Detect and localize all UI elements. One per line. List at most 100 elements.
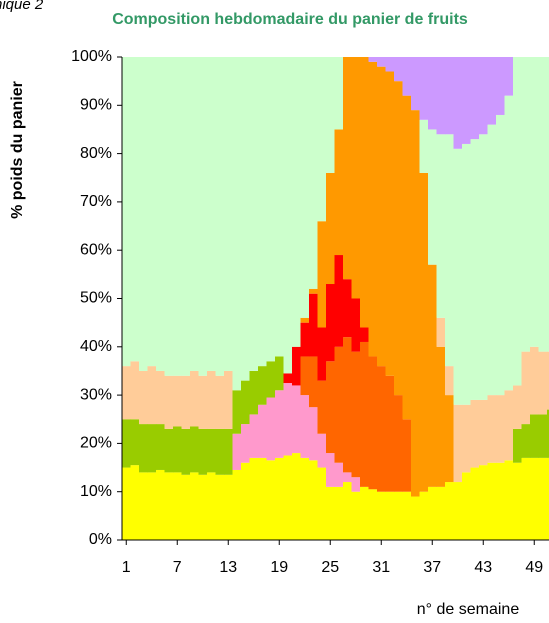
bar-segment xyxy=(334,346,344,463)
x-tick-label: 1 xyxy=(122,559,131,576)
bar-segment xyxy=(470,57,480,140)
bar-segment xyxy=(198,57,208,376)
bar-segment xyxy=(173,426,182,473)
y-tick-label: 30% xyxy=(80,386,112,403)
bar-segment xyxy=(470,399,480,468)
bar-segment xyxy=(368,489,378,540)
y-tick-label: 40% xyxy=(80,338,112,355)
bar-segment xyxy=(547,409,549,458)
bar-segment xyxy=(377,491,386,540)
bar-segment xyxy=(275,457,284,540)
bar-segment xyxy=(215,474,225,540)
bar-segment xyxy=(419,491,429,540)
bar-segment xyxy=(385,57,395,72)
bar-segment xyxy=(139,472,148,540)
x-tick-label: 7 xyxy=(173,559,182,576)
bar-segment xyxy=(445,366,454,396)
bar-segment xyxy=(181,375,191,429)
bar-segment xyxy=(266,460,276,540)
bar-segment xyxy=(326,172,335,285)
bar-segment xyxy=(487,124,497,396)
bar-segment xyxy=(309,57,318,289)
bar-segment xyxy=(445,395,454,483)
bar-segment xyxy=(130,465,140,540)
bar-segment xyxy=(462,143,471,405)
bar-segment xyxy=(462,57,471,144)
bar-segment xyxy=(377,66,386,367)
bar-segment xyxy=(351,477,361,492)
bar-segment xyxy=(190,370,199,427)
axes: 0% 10% 20% 30% 40% 50% 60% 70% 80% 90% 100% 1 7 13 19 2… xyxy=(71,48,549,576)
bar-segment xyxy=(538,414,548,458)
bar-segment xyxy=(334,486,344,540)
bar-segment xyxy=(479,465,488,540)
bar-segment xyxy=(326,57,335,173)
x-tick-label: 25 xyxy=(321,559,339,576)
bar-segment xyxy=(428,57,437,130)
bar-segment xyxy=(147,472,157,540)
bar-segment xyxy=(326,453,335,487)
plot-area xyxy=(122,57,549,540)
bar-segment xyxy=(309,288,318,294)
bar-segment xyxy=(224,370,233,429)
x-tick-label: 37 xyxy=(423,559,441,576)
bar-segment xyxy=(232,433,242,470)
bar-segment xyxy=(411,496,420,540)
bar-segment xyxy=(283,373,293,384)
y-tick-label: 80% xyxy=(80,145,112,162)
bar-segment xyxy=(334,129,344,256)
bar-segment xyxy=(479,134,488,400)
bar-segment xyxy=(496,57,505,115)
x-tick-label: 43 xyxy=(474,559,492,576)
bar-segment xyxy=(300,57,310,318)
y-tick-label: 10% xyxy=(80,483,112,500)
bar-segment xyxy=(326,486,335,540)
bar-segment xyxy=(232,390,242,434)
bar-segment xyxy=(156,424,165,470)
bar-segment xyxy=(266,57,276,362)
bar-segment xyxy=(504,95,514,391)
bar-segment xyxy=(360,341,369,487)
bar-segment xyxy=(249,57,259,371)
bar-segment xyxy=(343,57,352,280)
bar-segment xyxy=(130,57,140,362)
bar-segment xyxy=(317,57,327,222)
bar-segment xyxy=(462,472,471,540)
bar-segment xyxy=(385,375,395,492)
bar-segment xyxy=(504,390,514,461)
bar-segment xyxy=(173,57,182,376)
bar-segment xyxy=(224,474,233,540)
bar-segment xyxy=(139,424,148,473)
bar-segment xyxy=(538,57,548,352)
bar-segment xyxy=(190,57,199,371)
bar-segment xyxy=(317,433,327,468)
bar-segment xyxy=(317,221,327,328)
y-tick-label: 70% xyxy=(80,193,112,210)
bar-segment xyxy=(343,472,352,483)
bar-segment xyxy=(470,467,480,540)
bar-segment xyxy=(181,57,191,376)
bar-segment xyxy=(249,457,259,540)
bar-segment xyxy=(283,57,293,374)
bar-segment xyxy=(479,57,488,135)
bar-segment xyxy=(547,57,549,352)
bar-segment xyxy=(249,370,259,415)
bar-segment xyxy=(334,255,344,347)
bar-segment xyxy=(530,346,539,415)
bar-segment xyxy=(317,467,327,540)
bar-segment xyxy=(164,428,174,473)
bar-segment xyxy=(300,356,310,396)
bar-segment xyxy=(156,469,165,540)
bar-segment xyxy=(190,472,199,540)
bar-segment xyxy=(300,457,310,540)
y-tick-label: 90% xyxy=(80,97,112,114)
bar-segment xyxy=(360,327,369,342)
bar-segment xyxy=(487,57,497,125)
bar-segment xyxy=(181,474,191,540)
bar-segment xyxy=(479,399,488,466)
bar-segment xyxy=(164,57,174,376)
bar-segment xyxy=(428,129,437,265)
x-tick-label: 13 xyxy=(219,559,237,576)
bar-segment xyxy=(309,407,318,461)
x-tick-label: 19 xyxy=(270,559,288,576)
